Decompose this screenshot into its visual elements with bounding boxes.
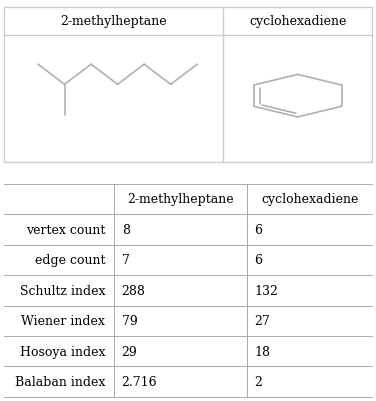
Text: Balaban index: Balaban index (15, 375, 105, 388)
Text: 8: 8 (122, 223, 130, 236)
Text: cyclohexadiene: cyclohexadiene (249, 14, 346, 28)
Text: Schultz index: Schultz index (20, 284, 105, 297)
Text: 132: 132 (254, 284, 278, 297)
Text: 6: 6 (254, 254, 262, 267)
Text: 2-methylheptane: 2-methylheptane (60, 14, 167, 28)
Text: 79: 79 (122, 314, 137, 328)
Text: vertex count: vertex count (26, 223, 105, 236)
Text: Wiener index: Wiener index (21, 314, 105, 328)
Text: 29: 29 (122, 345, 137, 358)
Text: 2.716: 2.716 (122, 375, 157, 388)
Text: 2-methylheptane: 2-methylheptane (127, 193, 234, 206)
Text: 7: 7 (122, 254, 130, 267)
Text: cyclohexadiene: cyclohexadiene (261, 193, 358, 206)
Text: 2: 2 (254, 375, 262, 388)
Text: Hosoya index: Hosoya index (20, 345, 105, 358)
Text: 18: 18 (254, 345, 270, 358)
Text: 6: 6 (254, 223, 262, 236)
Text: 27: 27 (254, 314, 270, 328)
Text: edge count: edge count (35, 254, 105, 267)
Text: 288: 288 (122, 284, 146, 297)
